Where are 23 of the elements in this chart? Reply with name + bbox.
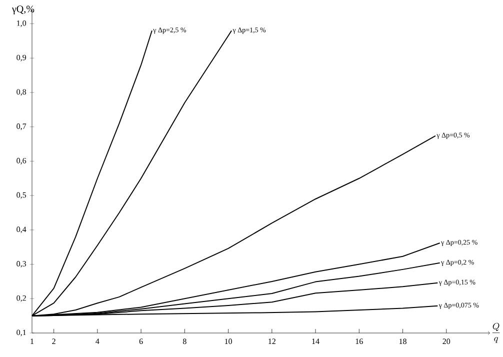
- x-tick-label: 4: [96, 338, 100, 344]
- x-tick-label: 16: [356, 338, 363, 344]
- x-tick-label: 12: [268, 338, 276, 344]
- y-tick-label: 0,4: [16, 226, 26, 234]
- y-axis-title: γQ,%: [12, 6, 34, 14]
- x-tick-label: 20: [442, 338, 450, 344]
- y-tick-label: 0,1: [16, 330, 26, 336]
- x-tick-label: 2: [52, 338, 56, 344]
- x-tick-label: 14: [312, 338, 320, 344]
- y-tick-label: 0,6: [16, 158, 26, 164]
- y-tick-label: 0,2: [16, 295, 26, 302]
- x-tick-label: 6: [139, 338, 143, 344]
- x-axis-title: $\frac{Q}{q}$: [492, 322, 500, 343]
- y-tick-label: 0,5: [16, 192, 26, 199]
- y-tick-label: 1,0: [17, 20, 26, 28]
- y-tick-label: 0,8: [16, 89, 26, 96]
- x-tick-label: 18: [399, 338, 406, 344]
- x-tick-label: 1: [30, 338, 34, 344]
- x-tick-label: 10: [224, 338, 232, 344]
- y-tick-label: 0,7: [16, 124, 26, 130]
- y-tick-label: 0,9: [16, 54, 26, 62]
- y-tick-label: 0,3: [16, 261, 26, 268]
- x-tick-label: 8: [182, 338, 186, 344]
